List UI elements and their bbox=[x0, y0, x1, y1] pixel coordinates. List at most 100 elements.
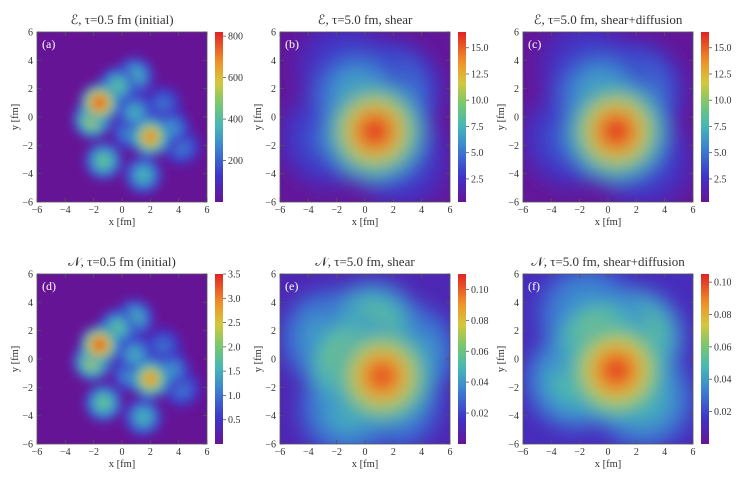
x-axis-label: x [fm] bbox=[109, 459, 136, 470]
x-tick-label: −6 bbox=[32, 447, 43, 458]
heat-blob bbox=[138, 411, 149, 423]
colorbar-tick-label: 5.0 bbox=[714, 148, 727, 159]
colorbar-tick-label: 0.02 bbox=[471, 409, 489, 420]
colorbar-tick-label: 15.0 bbox=[714, 43, 732, 54]
colorbar-tick-label: 0.08 bbox=[714, 310, 732, 321]
panel-title: ℰ, τ=5.0 fm, shear+diffusion bbox=[534, 12, 683, 27]
x-tick-label: −4 bbox=[546, 447, 557, 458]
x-tick-label: 2 bbox=[148, 205, 153, 216]
x-tick-label: 0 bbox=[606, 205, 611, 216]
colorbar-tick-label: 1.5 bbox=[228, 367, 241, 378]
panel-title: ℰ, τ=0.5 fm (initial) bbox=[70, 12, 173, 27]
y-tick-label: 4 bbox=[28, 298, 33, 309]
y-axis-label: y [fm] bbox=[496, 346, 507, 373]
x-axis-label: x [fm] bbox=[595, 217, 622, 228]
x-tick-label: 2 bbox=[634, 205, 639, 216]
colorbar-tick-label: 0.06 bbox=[471, 347, 489, 358]
colorbar-tick-label: 12.5 bbox=[471, 69, 489, 80]
x-axis-label: x [fm] bbox=[595, 459, 622, 470]
y-tick-label: −6 bbox=[265, 440, 276, 451]
y-tick-label: −6 bbox=[22, 440, 33, 451]
y-axis-label: y [fm] bbox=[10, 346, 21, 373]
y-tick-label: −6 bbox=[265, 198, 276, 209]
plot-area bbox=[280, 274, 450, 444]
colorbar-tick-label: 800 bbox=[228, 32, 243, 43]
y-axis-label: y [fm] bbox=[253, 346, 264, 373]
x-tick-label: −4 bbox=[303, 205, 314, 216]
y-tick-label: −2 bbox=[22, 141, 33, 152]
y-tick-label: 2 bbox=[271, 84, 276, 95]
x-tick-label: 0 bbox=[363, 447, 368, 458]
y-tick-label: 4 bbox=[271, 56, 276, 67]
x-tick-label: 0 bbox=[120, 205, 125, 216]
x-tick-label: −2 bbox=[88, 205, 99, 216]
colorbar-tick-label: 0.08 bbox=[471, 316, 489, 327]
heat-blob bbox=[129, 107, 140, 118]
colorbar-tick-label: 0.02 bbox=[714, 407, 732, 418]
x-tick-label: −4 bbox=[303, 447, 314, 458]
panel-label: (a) bbox=[42, 37, 55, 51]
heat-blob bbox=[98, 397, 109, 409]
y-tick-label: −4 bbox=[22, 411, 33, 422]
y-tick-label: −6 bbox=[22, 198, 33, 209]
y-tick-label: −2 bbox=[508, 383, 519, 394]
y-tick-label: −4 bbox=[265, 411, 276, 422]
y-tick-label: −4 bbox=[508, 169, 519, 180]
panel-title: 𝒩, τ=5.0 fm, shear bbox=[315, 254, 415, 269]
x-tick-label: −4 bbox=[546, 205, 557, 216]
y-tick-label: 6 bbox=[28, 28, 33, 39]
panel-a: −6 −4 −2 0 2 4 6 −6 −4 −2 0 2 4 6 x [fm] y [fm] ℰ, τ=0.5… bbox=[10, 12, 243, 228]
x-tick-label: −2 bbox=[88, 447, 99, 458]
x-tick-label: 2 bbox=[634, 447, 639, 458]
panel-label: (e) bbox=[285, 279, 298, 293]
colorbar-tick-label: 0.10 bbox=[714, 278, 732, 289]
heat-blob bbox=[112, 80, 123, 91]
y-tick-label: −4 bbox=[265, 169, 276, 180]
panel-label: (f) bbox=[528, 279, 540, 293]
x-tick-label: 6 bbox=[448, 447, 453, 458]
y-tick-label: −4 bbox=[508, 411, 519, 422]
x-tick-label: 0 bbox=[363, 205, 368, 216]
colorbar-tick-label: 10.0 bbox=[471, 96, 489, 107]
heat-blob bbox=[361, 117, 389, 145]
colorbar-tick-label: 2.0 bbox=[228, 342, 241, 353]
y-tick-label: 2 bbox=[271, 326, 276, 337]
colorbar-tick-label: 0.04 bbox=[714, 375, 732, 386]
y-tick-label: 4 bbox=[28, 56, 33, 67]
colorbar bbox=[215, 32, 223, 202]
x-tick-label: −2 bbox=[331, 447, 342, 458]
x-tick-label: −4 bbox=[60, 205, 71, 216]
y-tick-label: 0 bbox=[271, 113, 276, 124]
y-tick-label: 0 bbox=[514, 113, 519, 124]
colorbar-tick-label: 0.10 bbox=[471, 285, 489, 296]
y-tick-label: 6 bbox=[514, 270, 519, 281]
plot-area bbox=[37, 32, 207, 202]
panel-b: −6 −4 −2 0 2 4 6 −6 −4 −2 0 2 4 6 x [fm] y [fm] ℰ, τ=5.0… bbox=[253, 12, 489, 228]
y-tick-label: 0 bbox=[271, 355, 276, 366]
x-tick-label: 4 bbox=[662, 447, 667, 458]
heat-blob bbox=[138, 169, 149, 181]
heat-blob bbox=[145, 131, 156, 142]
y-tick-label: 0 bbox=[28, 113, 33, 124]
colorbar-tick-label: 0.06 bbox=[714, 342, 732, 353]
plot-area bbox=[280, 32, 450, 202]
colorbar bbox=[701, 274, 709, 444]
colorbar-tick-label: 10.0 bbox=[714, 96, 732, 107]
heat-blob bbox=[602, 117, 631, 145]
colorbar bbox=[701, 32, 709, 202]
y-tick-label: 0 bbox=[514, 355, 519, 366]
y-tick-label: 4 bbox=[514, 56, 519, 67]
heat-blob bbox=[157, 99, 169, 110]
x-tick-label: 4 bbox=[176, 447, 181, 458]
panel-f: −6 −4 −2 0 2 4 6 −6 −4 −2 0 2 4 6 x [fm] y [fm] 𝒩, τ=5.0… bbox=[496, 254, 732, 470]
x-tick-label: 4 bbox=[419, 205, 424, 216]
colorbar-tick-label: 3.0 bbox=[228, 294, 241, 305]
colorbar-tick-label: 12.5 bbox=[714, 69, 732, 80]
colorbar-tick-label: 7.5 bbox=[471, 122, 484, 133]
x-tick-label: 4 bbox=[419, 447, 424, 458]
panel-label: (b) bbox=[285, 37, 299, 51]
y-tick-label: 2 bbox=[514, 84, 519, 95]
colorbar-tick-label: 400 bbox=[228, 115, 243, 126]
x-tick-label: 2 bbox=[391, 447, 396, 458]
